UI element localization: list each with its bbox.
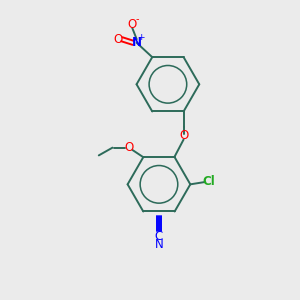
Text: C: C — [155, 230, 163, 243]
Text: O: O — [114, 33, 123, 46]
Text: O: O — [124, 141, 134, 154]
Text: Cl: Cl — [202, 175, 215, 188]
Text: N: N — [154, 238, 163, 251]
Text: N: N — [132, 36, 142, 49]
Text: -: - — [135, 14, 139, 24]
Text: +: + — [137, 33, 144, 42]
Text: O: O — [128, 18, 137, 31]
Text: O: O — [179, 129, 188, 142]
